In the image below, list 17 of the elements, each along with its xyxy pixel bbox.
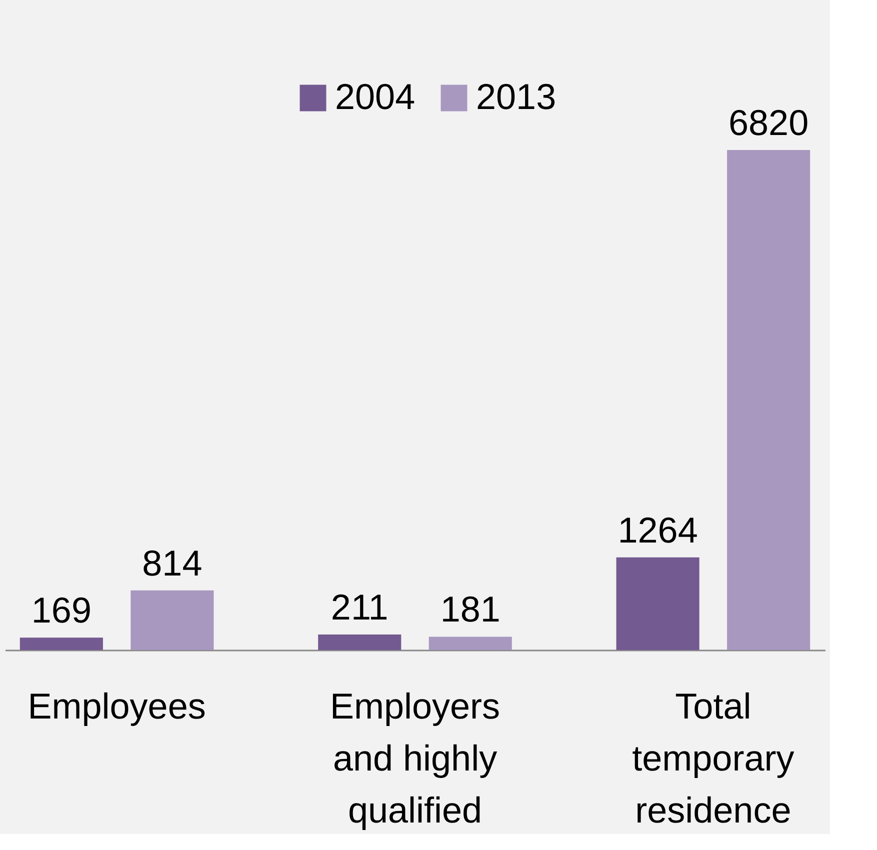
data-label: 814 <box>142 542 202 584</box>
x-tick-label: Total temporary residence <box>632 686 794 830</box>
data-label: 169 <box>31 590 92 631</box>
bar <box>727 150 810 650</box>
legend-label: 2004 <box>335 76 416 117</box>
data-label: 211 <box>330 586 388 628</box>
data-label: 181 <box>440 588 500 630</box>
data-label: 1264 <box>618 509 698 550</box>
bar <box>318 634 402 650</box>
bar <box>130 590 214 650</box>
bar <box>616 557 700 650</box>
x-tick-label: Employers and highly qualified <box>330 686 500 830</box>
bar <box>428 636 512 650</box>
data-label: 6820 <box>728 102 809 143</box>
bar <box>20 638 103 650</box>
x-tick-label: Employees <box>28 686 206 726</box>
legend-label: 2013 <box>476 76 556 117</box>
